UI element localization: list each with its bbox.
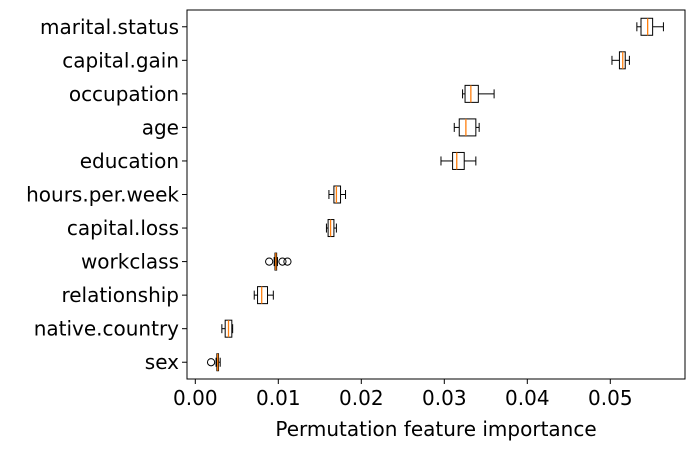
box-education <box>440 151 477 170</box>
flier-point <box>206 358 216 367</box>
x-tick-label: 0.01 <box>256 386 301 410</box>
box-occupation <box>462 84 495 103</box>
box-capital-loss <box>325 219 337 238</box>
x-axis: 0.00 0.01 0.02 0.03 0.04 0.05 <box>173 379 633 410</box>
iqr-box <box>640 17 654 36</box>
y-tick-label: relationship <box>61 283 179 307</box>
y-tick-label: capital.loss <box>67 216 179 240</box>
flier-point <box>265 257 274 266</box>
y-tick-label: education <box>80 149 179 173</box>
iqr-box <box>452 151 465 170</box>
flier-point <box>278 257 287 266</box>
box-workclass <box>265 252 292 271</box>
flier-point <box>283 257 292 266</box>
y-tick-label: capital.gain <box>62 48 179 72</box>
plot-marks <box>206 17 664 372</box>
box-native-country <box>221 319 234 338</box>
box-capital-gain <box>611 51 630 70</box>
y-tick-label: hours.per.week <box>26 183 179 207</box>
y-tick-label: sex <box>145 350 179 374</box>
iqr-box <box>333 185 342 204</box>
y-tick-label: native.country <box>34 317 179 341</box>
x-tick-label: 0.04 <box>505 386 550 410</box>
y-tick-label: occupation <box>69 82 179 106</box>
box-relationship <box>253 286 274 305</box>
x-tick-label: 0.03 <box>422 386 467 410</box>
y-tick-label: workclass <box>81 250 179 274</box>
iqr-box <box>458 118 477 137</box>
y-axis: marital.status capital.gain occupation age e… <box>26 15 187 374</box>
iqr-box <box>464 84 479 103</box>
x-tick-label: 0.05 <box>588 386 633 410</box>
x-tick-label: 0.02 <box>339 386 384 410</box>
plot-frame <box>186 9 686 380</box>
box-sex <box>206 353 221 372</box>
box-age <box>453 118 480 137</box>
box-marital-status <box>636 17 664 36</box>
y-tick-label: marital.status <box>40 15 179 39</box>
iqr-box <box>257 286 269 305</box>
box-hours-per-week <box>328 185 347 204</box>
x-axis-label: Permutation feature importance <box>275 417 596 441</box>
y-tick-label: age <box>142 115 179 139</box>
x-tick-label: 0.00 <box>173 386 218 410</box>
